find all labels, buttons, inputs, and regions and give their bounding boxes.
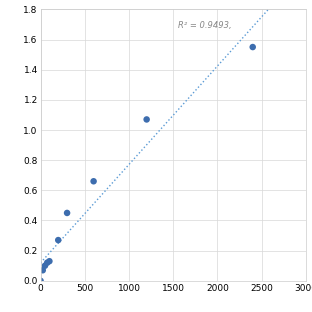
Point	[56, 238, 61, 243]
Text: R² = 0.9493,: R² = 0.9493,	[178, 22, 232, 31]
Point	[144, 117, 149, 122]
Point	[38, 278, 43, 283]
Point	[45, 260, 50, 265]
Point	[47, 259, 52, 264]
Point	[42, 263, 47, 268]
Point	[250, 45, 255, 50]
Point	[40, 268, 45, 273]
Point	[91, 179, 96, 184]
Point	[65, 210, 70, 215]
